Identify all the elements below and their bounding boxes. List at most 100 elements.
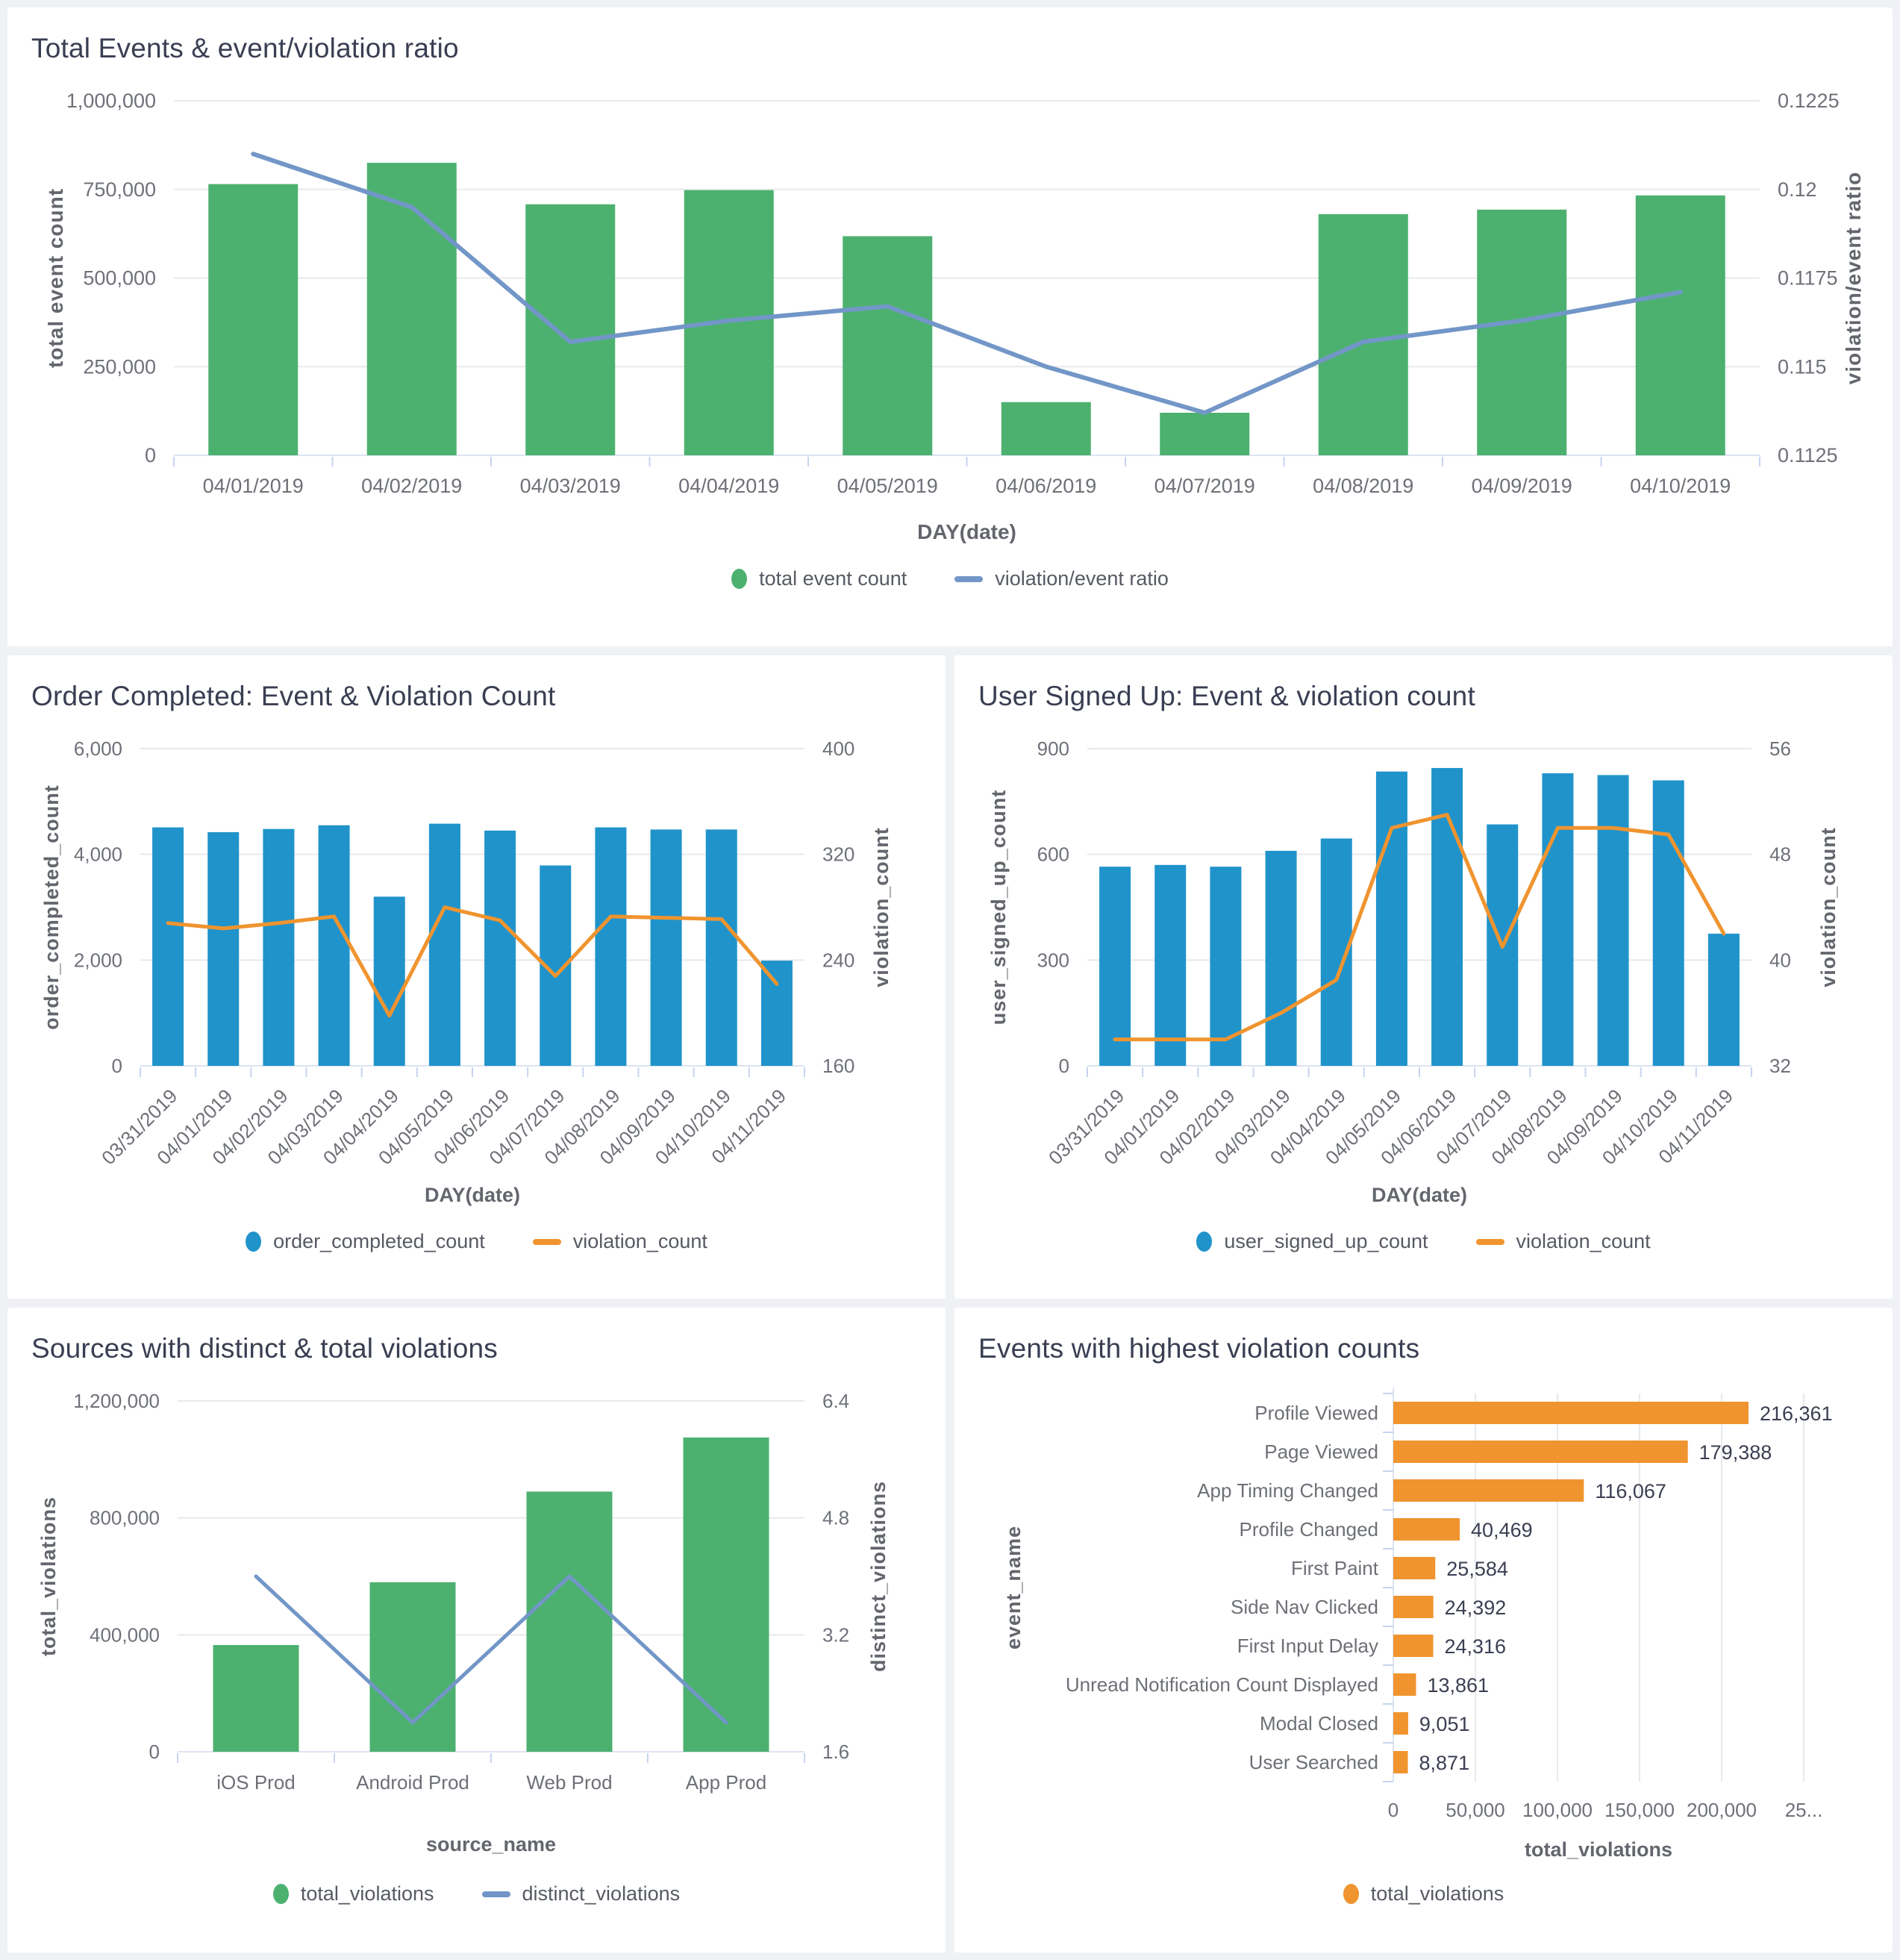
- line-violation/event ratio[interactable]: [251, 152, 1683, 415]
- bar-04/07/2019[interactable]: [1160, 413, 1250, 455]
- bar-04/06/2019[interactable]: [1001, 402, 1091, 455]
- legend-item-violation-count[interactable]: violation_count: [1475, 1230, 1651, 1253]
- left-tick-label: 0: [112, 1055, 122, 1077]
- bar-04/05/2019[interactable]: [1375, 771, 1407, 1066]
- right-tick-label: 240: [822, 949, 854, 971]
- y-category-label: Unread Notification Count Displayed: [1066, 1673, 1378, 1696]
- panel-user-signed-up: User Signed Up: Event & violation count …: [954, 655, 1893, 1299]
- legend-dot-icon: [272, 1884, 289, 1904]
- legend-label: total event count: [759, 567, 907, 590]
- bar-04/06/2019[interactable]: [1431, 767, 1463, 1066]
- left-tick-label: 750,000: [83, 178, 156, 201]
- left-tick-label: 600: [1037, 843, 1069, 866]
- bar-04/03/2019[interactable]: [318, 825, 350, 1066]
- chart-events-top: Profile Viewed 216,361 Page Viewed 179,388 A…: [1002, 1388, 1833, 1861]
- bar-App Timing Changed[interactable]: [1393, 1479, 1584, 1502]
- bar-04/09/2019[interactable]: [1477, 209, 1567, 455]
- bar-04/02/2019[interactable]: [263, 828, 295, 1066]
- bar-Side Nav Clicked[interactable]: [1393, 1596, 1434, 1618]
- bar-User Searched[interactable]: [1393, 1751, 1408, 1773]
- bar-Modal Closed[interactable]: [1393, 1712, 1408, 1735]
- line-violation_count[interactable]: [166, 905, 779, 1018]
- x-category-label: 04/02/2019: [361, 475, 462, 497]
- bar-First Input Delay[interactable]: [1393, 1635, 1434, 1657]
- bar-03/31/2019[interactable]: [152, 827, 184, 1066]
- x-axis-title: DAY(date): [425, 1184, 520, 1206]
- bar-Android Prod[interactable]: [369, 1582, 456, 1752]
- bar-04/08/2019[interactable]: [1318, 214, 1408, 455]
- right-tick-label: 32: [1769, 1055, 1791, 1077]
- y-category-label: App Timing Changed: [1197, 1479, 1378, 1502]
- right-tick-label: 0.1175: [1778, 267, 1838, 290]
- bar-value-label: 13,861: [1427, 1674, 1489, 1697]
- bar-04/08/2019[interactable]: [595, 827, 627, 1066]
- bar-Page Viewed[interactable]: [1393, 1441, 1688, 1463]
- x-category-label: 04/01/2019: [203, 475, 304, 497]
- chart-title-total-events: Total Events & event/violation ratio: [31, 33, 459, 63]
- bar-First Paint[interactable]: [1393, 1557, 1436, 1579]
- left-tick-label: 6,000: [74, 737, 122, 760]
- legend-item-violation-count[interactable]: violation_count: [532, 1230, 707, 1253]
- legend-item-violation-event-ratio[interactable]: violation/event ratio: [954, 567, 1169, 590]
- bar-04/04/2019[interactable]: [373, 896, 405, 1066]
- legend-label: total_violations: [300, 1882, 434, 1905]
- x-category-label: iOS Prod: [216, 1771, 296, 1794]
- x-category-label: 04/10/2019: [1630, 475, 1731, 497]
- bar-Profile Changed[interactable]: [1393, 1518, 1460, 1541]
- left-tick-label: 400,000: [90, 1623, 160, 1646]
- bar-04/01/2019[interactable]: [1154, 864, 1187, 1066]
- panel-order-completed: Order Completed: Event & Violation Count…: [7, 655, 946, 1299]
- y-axis-title-right: violation_count: [1817, 827, 1840, 987]
- left-tick-label: 800,000: [90, 1507, 160, 1529]
- bar-App Prod[interactable]: [683, 1437, 769, 1752]
- left-tick-label: 500,000: [83, 267, 156, 290]
- chart-total-events: 0 250,000 500,000 750,000 1,000,000 0.1125 0.1…: [44, 90, 1865, 543]
- bar-04/03/2019[interactable]: [525, 204, 616, 455]
- bar-04/05/2019[interactable]: [843, 236, 933, 455]
- bar-Unread Notification Count Displayed[interactable]: [1393, 1673, 1416, 1696]
- legend-item-order-completed-count[interactable]: order_completed_count: [246, 1230, 485, 1253]
- legend-label: violation/event ratio: [995, 567, 1169, 590]
- bar-04/09/2019[interactable]: [1597, 775, 1629, 1066]
- y-category-label: Profile Changed: [1240, 1518, 1378, 1541]
- bar-03/31/2019[interactable]: [1099, 867, 1131, 1066]
- bar-value-label: 116,067: [1595, 1480, 1666, 1502]
- legend-item-total-violations[interactable]: total_violations: [1343, 1882, 1504, 1906]
- legend-line-icon: [1475, 1238, 1504, 1245]
- bar-04/03/2019[interactable]: [1265, 850, 1297, 1066]
- legend-item-total-violations[interactable]: total_violations: [272, 1882, 434, 1906]
- x-axis-title: source_name: [426, 1833, 556, 1856]
- bar-04/06/2019[interactable]: [484, 830, 516, 1066]
- bar-iOS Prod[interactable]: [213, 1645, 299, 1752]
- bar-04/11/2019[interactable]: [1707, 933, 1740, 1066]
- bar-04/11/2019[interactable]: [760, 961, 793, 1066]
- legend-item-total-event-count[interactable]: total event count: [731, 567, 907, 590]
- x-category-label: Android Prod: [356, 1771, 469, 1794]
- bar-Web Prod[interactable]: [526, 1491, 613, 1752]
- x-tick-label: 50,000: [1446, 1799, 1505, 1821]
- legend-item-user-signed-up-count[interactable]: user_signed_up_count: [1196, 1230, 1428, 1253]
- bar-value-label: 179,388: [1699, 1441, 1772, 1464]
- bar-04/08/2019[interactable]: [1542, 773, 1574, 1066]
- legend-events-top: total_violations: [975, 1882, 1872, 1906]
- legend-dot-icon: [246, 1232, 262, 1252]
- bar-04/10/2019[interactable]: [1635, 195, 1725, 455]
- chart-title-sources: Sources with distinct & total violations: [31, 1333, 498, 1364]
- bar-04/10/2019[interactable]: [705, 829, 737, 1066]
- bar-Profile Viewed[interactable]: [1393, 1402, 1749, 1424]
- left-tick-label: 1,200,000: [73, 1390, 160, 1412]
- bar-04/01/2019[interactable]: [208, 184, 299, 455]
- bar-04/02/2019[interactable]: [366, 163, 457, 455]
- bar-04/10/2019[interactable]: [1652, 780, 1684, 1067]
- legend-label: user_signed_up_count: [1224, 1230, 1428, 1252]
- line-distinct_violations[interactable]: [254, 1574, 728, 1725]
- right-tick-label: 0.1125: [1778, 444, 1838, 466]
- left-tick-label: 300: [1037, 949, 1069, 971]
- line-violation_count[interactable]: [1113, 813, 1726, 1042]
- bar-04/05/2019[interactable]: [428, 823, 460, 1066]
- bar-04/01/2019[interactable]: [207, 831, 240, 1066]
- bar-04/09/2019[interactable]: [650, 829, 682, 1066]
- legend-item-distinct-violations[interactable]: distinct_violations: [481, 1882, 680, 1906]
- bar-value-label: 40,469: [1471, 1519, 1533, 1541]
